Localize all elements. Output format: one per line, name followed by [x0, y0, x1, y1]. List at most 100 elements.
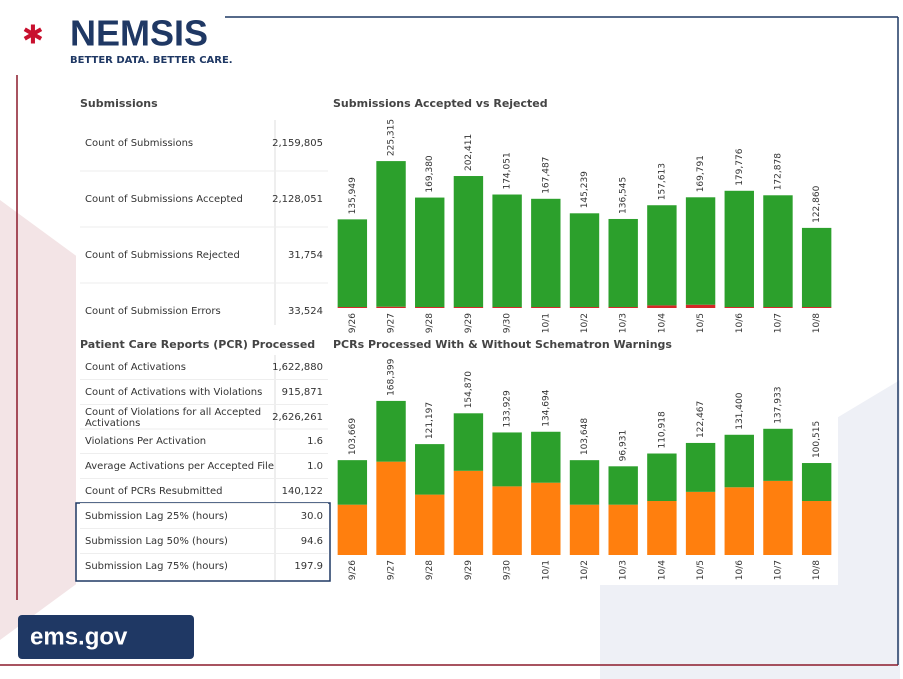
- chart-title: PCRs Processed With & Without Schematron…: [333, 338, 672, 351]
- bar-segment: [415, 444, 445, 495]
- bar-total-label: 172,878: [773, 153, 783, 190]
- bar-total-label: 169,791: [696, 155, 706, 192]
- bar-total-label: 157,613: [657, 163, 667, 200]
- bar-segment: [647, 501, 677, 555]
- bar-segment: [453, 470, 484, 555]
- bar-total-label: 174,051: [503, 152, 513, 189]
- bar-segment: [569, 213, 600, 308]
- x-tick-label: 9/29: [464, 313, 474, 333]
- bar-segment: [685, 442, 716, 492]
- row-label: Count of Activations: [85, 362, 186, 373]
- x-tick-label: 9/27: [387, 313, 397, 333]
- x-tick-label: 10/6: [735, 560, 745, 580]
- bar-total-label: 110,918: [657, 411, 667, 448]
- row-value: 915,871: [282, 387, 323, 398]
- bar-segment: [492, 432, 522, 487]
- row-label: Average Activations per Accepted File: [85, 461, 274, 472]
- x-tick-label: 10/4: [657, 313, 667, 333]
- row-value: 1.6: [307, 436, 323, 447]
- logo-star: ✱: [22, 21, 44, 51]
- x-tick-label: 9/30: [503, 560, 513, 580]
- bar-total-label: 167,487: [541, 157, 551, 194]
- bar-segment: [531, 307, 561, 308]
- bar-segment: [801, 501, 832, 555]
- bar-total-label: 103,669: [348, 418, 358, 455]
- row-label: Count of Submissions Rejected: [85, 250, 240, 261]
- x-tick-label: 10/4: [657, 560, 667, 580]
- row-value: 94.6: [301, 536, 323, 547]
- x-tick-label: 9/28: [425, 560, 435, 580]
- bar-segment: [801, 227, 832, 308]
- bar-segment: [453, 307, 484, 308]
- bar-segment: [376, 461, 406, 555]
- row-value: 2,626,261: [272, 412, 323, 423]
- row-value: 1.0: [307, 461, 323, 472]
- bar-segment: [763, 428, 793, 481]
- bar-segment: [531, 431, 561, 483]
- footer-logo: ems.gov: [30, 623, 128, 650]
- bar-segment: [724, 434, 754, 488]
- bar-total-label: 179,776: [735, 148, 745, 185]
- bar-segment: [492, 194, 522, 308]
- row-label: Count of PCRs Resubmitted: [85, 486, 222, 497]
- bar-segment: [453, 176, 484, 308]
- x-tick-label: 9/26: [348, 560, 358, 580]
- bar-segment: [569, 307, 600, 308]
- bar-segment: [608, 307, 638, 308]
- row-value: 2,159,805: [272, 138, 323, 149]
- bar-total-label: 154,870: [464, 371, 474, 408]
- x-tick-label: 10/1: [541, 560, 551, 580]
- bar-segment: [763, 307, 793, 308]
- bar-total-label: 103,648: [580, 418, 590, 455]
- bar-segment: [608, 218, 638, 308]
- bar-segment: [763, 195, 793, 308]
- bar-segment: [685, 491, 716, 555]
- row-value: 2,128,051: [272, 194, 323, 205]
- row-label: Submission Lag 50% (hours): [85, 536, 228, 547]
- bar-total-label: 122,860: [812, 185, 822, 222]
- bar-total-label: 133,929: [503, 390, 513, 427]
- row-label: Count of Activations with Violations: [85, 387, 262, 398]
- row-label: Submission Lag 75% (hours): [85, 561, 228, 572]
- bar-total-label: 122,467: [696, 401, 706, 438]
- bar-segment: [724, 190, 754, 308]
- x-tick-label: 10/8: [812, 560, 822, 580]
- bar-segment: [337, 460, 368, 505]
- bar-total-label: 96,931: [619, 430, 629, 462]
- bar-total-label: 202,411: [464, 134, 474, 171]
- bar-segment: [724, 487, 754, 555]
- bar-total-label: 136,545: [619, 177, 629, 214]
- row-label: Count of Submissions: [85, 138, 193, 149]
- bar-segment: [763, 480, 793, 555]
- bar-segment: [453, 413, 484, 471]
- footer-logo-box: [18, 615, 194, 659]
- bar-segment: [685, 197, 716, 305]
- x-tick-label: 10/3: [619, 313, 629, 333]
- bar-segment: [647, 205, 677, 306]
- bar-segment: [569, 504, 600, 555]
- bar-segment: [724, 307, 754, 308]
- bar-segment: [647, 453, 677, 502]
- x-tick-label: 10/1: [541, 313, 551, 333]
- row-label: Count of Violations for all Accepted Acti…: [85, 407, 261, 429]
- bar-total-label: 121,197: [425, 402, 435, 439]
- bar-segment: [647, 305, 677, 308]
- bar-segment: [415, 307, 445, 308]
- bar-total-label: 145,239: [580, 171, 590, 208]
- bar-segment: [337, 504, 368, 555]
- x-tick-label: 10/7: [773, 313, 783, 333]
- bar-segment: [415, 197, 445, 308]
- row-label: Count of Submission Errors: [85, 306, 221, 317]
- bar-segment: [376, 306, 406, 308]
- bar-segment: [492, 486, 522, 555]
- bar-segment: [376, 400, 406, 462]
- bar-segment: [608, 504, 638, 555]
- x-tick-label: 10/3: [619, 560, 629, 580]
- table-title: Submissions: [80, 97, 158, 110]
- bar-segment: [569, 460, 600, 505]
- row-value: 30.0: [301, 511, 323, 522]
- bar-segment: [376, 161, 406, 307]
- bar-segment: [685, 304, 716, 308]
- tagline: BETTER DATA. BETTER CARE.: [70, 55, 233, 66]
